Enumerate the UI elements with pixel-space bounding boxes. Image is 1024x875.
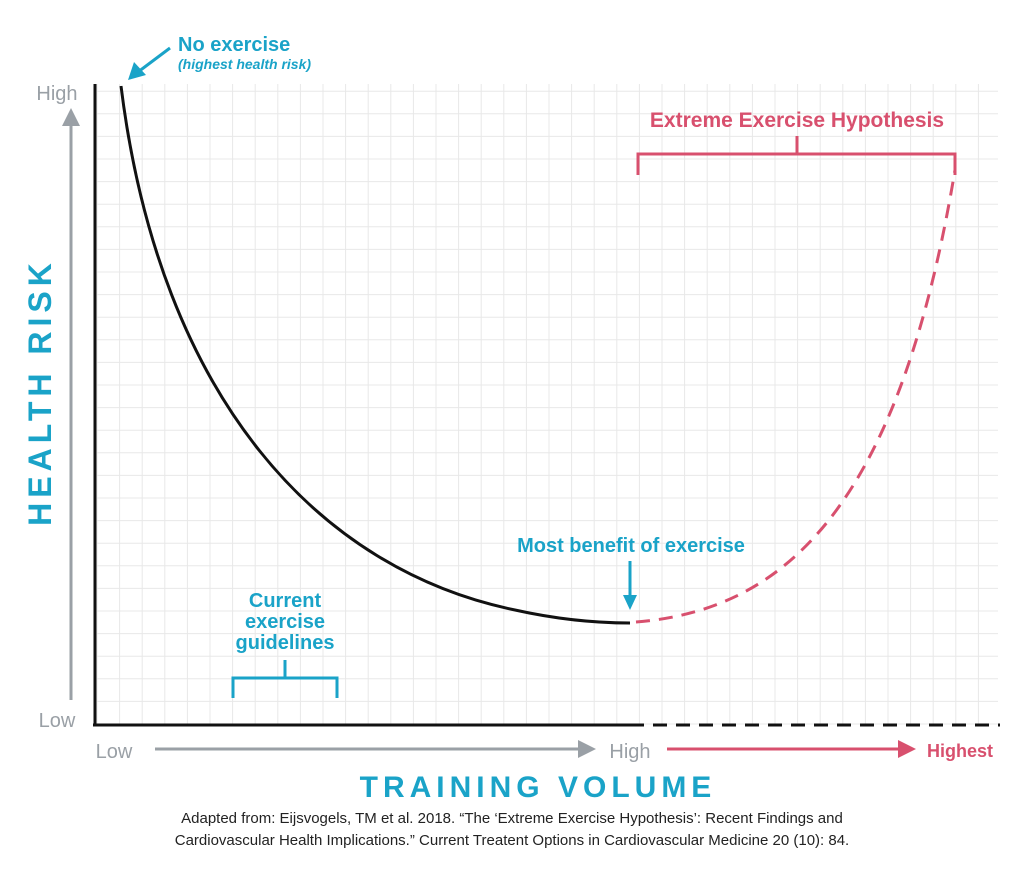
guidelines-label-line1: Current [249,590,322,612]
diagram-canvas: High Low Low High Highest HEALTH RISK TR… [22,34,1000,800]
most-benefit-label: Most benefit of exercise [517,535,745,557]
x-axis-arrowhead [578,740,596,758]
y-low-label: Low [39,710,76,732]
caption-line-1: Adapted from: Eijsvogels, TM et al. 2018… [181,810,843,827]
x-axis-title: TRAINING VOLUME [360,771,717,800]
x-high-label: High [609,741,650,763]
no-exercise-arrowhead [128,62,146,80]
y-high-label: High [36,83,77,105]
risk-curve-solid [119,85,631,625]
extreme-hypothesis-label: Extreme Exercise Hypothesis [650,109,944,132]
x-highest-label: Highest [927,741,993,761]
y-axis-title: HEALTH RISK [22,258,58,526]
background-grid [96,84,998,725]
no-exercise-pointer [137,46,171,74]
guidelines-label-line3: guidelines [236,632,335,654]
guidelines-label-line2: exercise [245,611,325,633]
most-benefit-arrowhead [623,595,637,610]
x-low-label: Low [96,741,133,763]
x-axis-extreme-arrowhead [898,740,916,758]
y-axis-arrowhead [62,108,80,126]
source-caption: Adapted from: Eijsvogels, TM et al. 2018… [0,808,1024,852]
caption-line-2: Cardiovascular Health Implications.” Cur… [174,832,850,849]
risk-curve-dashed [635,169,957,624]
extreme-hypothesis-bracket [636,136,957,175]
no-exercise-sublabel: (highest health risk) [178,56,311,72]
no-exercise-label: No exercise [178,34,290,56]
guidelines-bracket [231,660,339,698]
